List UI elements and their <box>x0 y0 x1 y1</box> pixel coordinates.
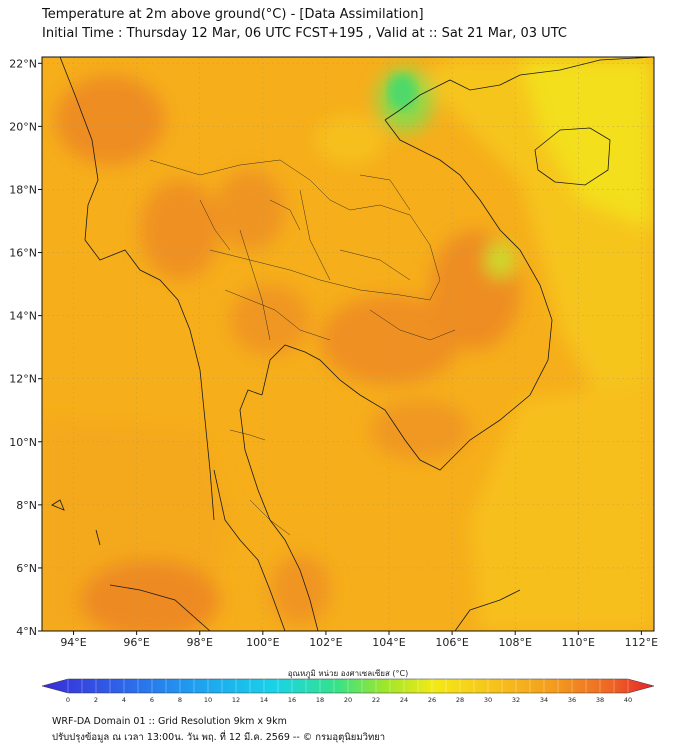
map-frame <box>41 56 655 632</box>
colorbar-tick-label: 22 <box>372 696 380 704</box>
colorbar-tick-label: 34 <box>540 696 548 704</box>
latitude-axis: 22°N 20°N 18°N 16°N 14°N 12°N 10°N 8°N 6°N 4°N <box>9 57 42 638</box>
latitude-tick-label: 16°N <box>9 247 37 260</box>
longitude-tick-label: 102°E <box>309 636 342 649</box>
longitude-tick-label: 94°E <box>60 636 86 649</box>
longitude-tick-label: 106°E <box>435 636 468 649</box>
longitude-tick-label: 96°E <box>123 636 149 649</box>
longitude-tick-label: 100°E <box>246 636 279 649</box>
colorbar-tick-label: 10 <box>204 696 212 704</box>
colorbar-tick-label: 12 <box>232 696 240 704</box>
colorbar-tick-label: 0 <box>66 696 70 704</box>
footer-credit: ปรับปรุงข้อมูล ณ เวลา 13:00น. วัน พฤ. ที… <box>52 732 386 743</box>
colorbar-title: อุณหภูมิ หน่วย องศาเซลเซียส (°C) <box>288 669 409 679</box>
latitude-tick-label: 18°N <box>9 183 37 196</box>
colorbar-tick-label: 36 <box>568 696 576 704</box>
field-shading <box>42 57 654 631</box>
colorbar-tick-label: 4 <box>122 696 126 704</box>
colorbar-tick-label: 24 <box>400 696 408 704</box>
longitude-tick-label: 98°E <box>187 636 213 649</box>
latitude-tick-label: 4°N <box>16 625 37 638</box>
footer-resolution: WRF-DA Domain 01 :: Grid Resolution 9km … <box>52 716 287 727</box>
internal-borders <box>149 159 456 536</box>
latitude-tick-label: 20°N <box>9 120 37 133</box>
colorbar-tick-label: 18 <box>316 696 324 704</box>
colorbar-tick-label: 26 <box>428 696 436 704</box>
colorbar-ticks: 0 2 4 6 8 10 12 14 16 18 20 22 24 26 28 30 32 34 36 38 40 <box>66 679 632 704</box>
colorbar-tick-label: 16 <box>288 696 296 704</box>
colorbar-tick-label: 2 <box>94 696 98 704</box>
latitude-tick-label: 10°N <box>9 436 37 449</box>
longitude-tick-label: 108°E <box>498 636 531 649</box>
latitude-tick-label: 12°N <box>9 373 37 386</box>
colorbar-tick-label: 30 <box>484 696 492 704</box>
colorbar-tick-label: 6 <box>150 696 154 704</box>
longitude-tick-label: 104°E <box>372 636 405 649</box>
colorbar-tick-label: 14 <box>260 696 268 704</box>
latitude-tick-label: 8°N <box>16 499 37 512</box>
latitude-tick-label: 6°N <box>16 562 37 575</box>
colorbar-tick-label: 40 <box>624 696 632 704</box>
temperature-field <box>42 57 654 631</box>
map-title: Temperature at 2m above ground(°C) - [Da… <box>42 7 424 22</box>
latitude-tick-label: 14°N <box>9 310 37 323</box>
longitude-axis: 94°E 96°E 98°E 100°E 102°E 104°E 106°E 108°E 110… <box>60 631 658 649</box>
colorbar-tick-label: 28 <box>456 696 464 704</box>
longitude-tick-label: 110°E <box>562 636 595 649</box>
longitude-tick-label: 112°E <box>625 636 658 649</box>
latitude-tick-label: 22°N <box>9 57 37 70</box>
coastlines-and-borders <box>51 57 654 631</box>
map-gridlines <box>42 57 654 631</box>
colorbar-tick-label: 20 <box>344 696 352 704</box>
colorbar-tick-label: 38 <box>596 696 604 704</box>
colorbar-tick-label: 8 <box>178 696 182 704</box>
colorbar-tick-label: 32 <box>512 696 520 704</box>
map-subtitle: Initial Time : Thursday 12 Mar, 06 UTC F… <box>42 26 567 41</box>
